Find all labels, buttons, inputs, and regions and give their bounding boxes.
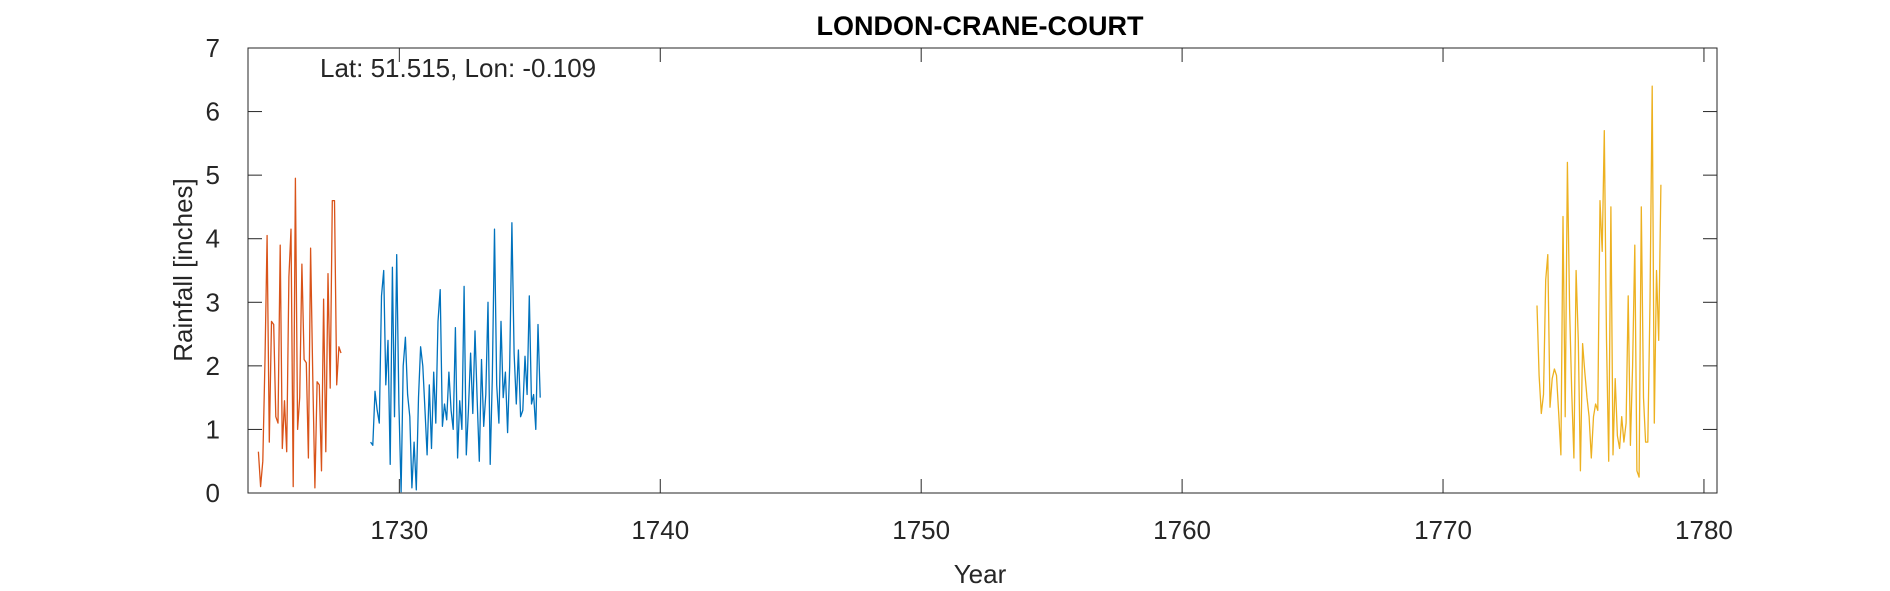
- x-tick-label: 1760: [1153, 515, 1211, 545]
- y-tick-label: 6: [206, 97, 220, 127]
- plot-area: [247, 47, 1718, 494]
- x-tick-label: 1780: [1675, 515, 1733, 545]
- x-tick-label: 1730: [370, 515, 428, 545]
- y-tick-label: 7: [206, 33, 220, 63]
- x-tick-label: 1750: [892, 515, 950, 545]
- y-tick-label: 4: [206, 224, 220, 254]
- y-axis-label: Rainfall [inches]: [168, 178, 198, 362]
- series-line-1: [257, 177, 342, 489]
- y-tick-label: 2: [206, 351, 220, 381]
- x-tick-label: 1740: [631, 515, 689, 545]
- y-tick-label: 5: [206, 160, 220, 190]
- y-tick-label: 1: [206, 414, 220, 444]
- y-tick-label: 0: [206, 478, 220, 508]
- series-line-3: [1536, 85, 1662, 478]
- y-axis: 0 1 2 3 4 5 6 7: [206, 33, 1717, 508]
- series-line-2: [370, 222, 541, 493]
- series-layer: [257, 85, 1662, 493]
- x-axis: 1730 1740 1750 1760 1770 1780: [370, 48, 1733, 545]
- location-annotation: Lat: 51.515, Lon: -0.109: [320, 53, 596, 83]
- y-tick-label: 3: [206, 287, 220, 317]
- x-axis-label: Year: [954, 559, 1007, 589]
- x-tick-label: 1770: [1414, 515, 1472, 545]
- chart-title: LONDON-CRANE-COURT: [817, 11, 1144, 41]
